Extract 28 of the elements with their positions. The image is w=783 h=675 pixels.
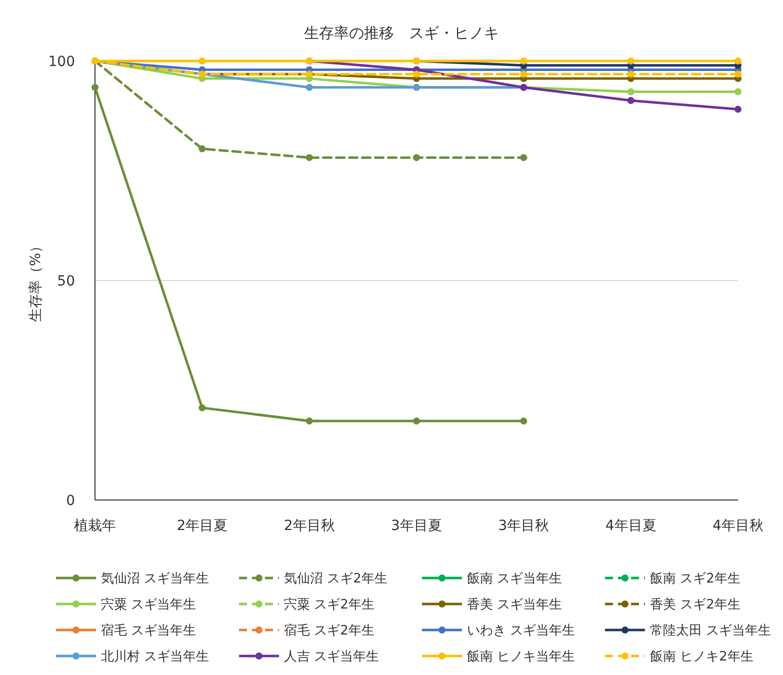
y-axis-title: 生存率（%） [28, 238, 44, 322]
x-tick-label: 3年目秋 [498, 518, 550, 534]
legend-label: 気仙沼 スギ当年生 [101, 572, 210, 587]
y-tick-label: 100 [48, 54, 75, 70]
legend-label: 飯南 ヒノキ当年生 [467, 650, 576, 665]
legend-label: 北川村 スギ当年生 [101, 650, 210, 665]
legend-label: 香美 スギ当年生 [467, 596, 562, 613]
legend-label: 香美 スギ2年生 [650, 596, 740, 613]
legend-label: 飯南 スギ2年生 [650, 572, 740, 587]
legend-label: 宿毛 スギ2年生 [284, 622, 374, 639]
legend-label: 宿毛 スギ当年生 [101, 622, 196, 639]
x-tick-label: 4年目秋 [712, 518, 764, 534]
x-tick-label: 2年目秋 [284, 518, 335, 534]
legend-label: いわき スギ当年生 [467, 624, 576, 639]
y-tick-label: 0 [66, 492, 75, 509]
legend-label: 宍粟 スギ当年生 [101, 596, 196, 613]
legend-label: 飯南 ヒノキ2年生 [650, 650, 754, 665]
y-tick-label: 50 [57, 273, 75, 290]
legend-label: 常陸太田 スギ当年生 [650, 624, 772, 639]
x-tick-label: 植栽年 [74, 518, 116, 534]
legend-label: 人吉 スギ当年生 [284, 650, 380, 665]
x-tick-label: 4年目夏 [605, 518, 656, 534]
legend-label: 気仙沼 スギ2年生 [284, 572, 388, 587]
legend-label: 飯南 スギ当年生 [467, 572, 562, 587]
legend-label: 宍粟 スギ2年生 [284, 596, 374, 613]
chart-title: 生存率の推移 スギ・ヒノキ [304, 24, 499, 42]
x-tick-label: 3年目夏 [391, 518, 442, 534]
x-tick-label: 2年目夏 [176, 518, 228, 534]
